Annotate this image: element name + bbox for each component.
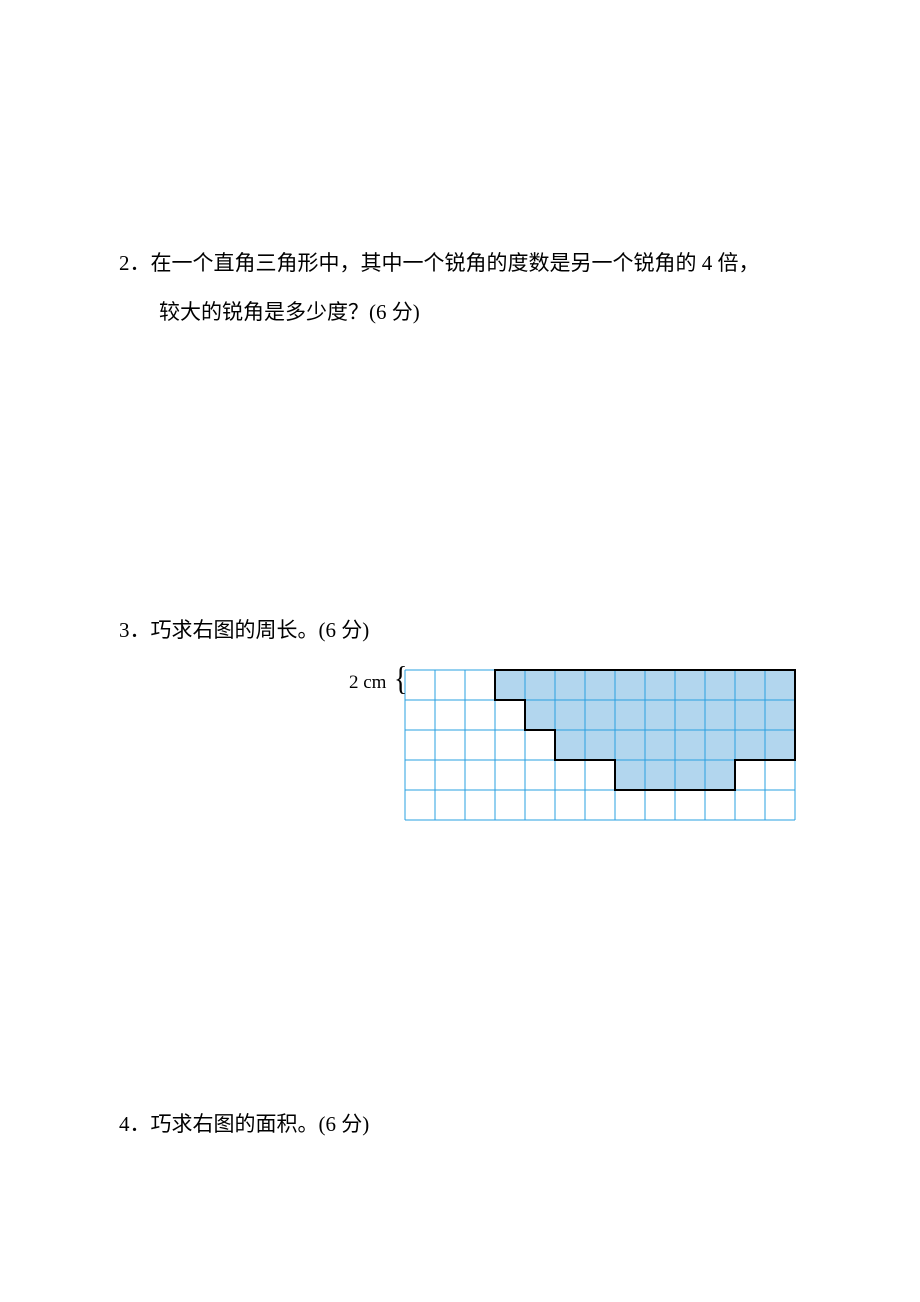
question-3: 3．巧求右图的周长。(6 分) — [119, 614, 369, 644]
question-2-line-2: 较大的锐角是多少度？(6 分) — [159, 296, 760, 326]
grid-shape-diagram — [404, 669, 796, 821]
question-3-text: 巧求右图的周长。(6 分) — [151, 614, 370, 644]
q3-figure: 2 cm { — [404, 669, 796, 821]
question-4-number: 4． — [119, 1108, 151, 1138]
question-2-line-1: 2．在一个直角三角形中，其中一个锐角的度数是另一个锐角的 4 倍， — [119, 247, 760, 277]
brace-icon: { — [394, 661, 407, 699]
cell-size-label: 2 cm — [349, 672, 386, 694]
question-2-text-1: 在一个直角三角形中，其中一个锐角的度数是另一个锐角的 4 倍， — [151, 247, 760, 277]
question-4-line: 4．巧求右图的面积。(6 分) — [119, 1108, 369, 1138]
question-4-text: 巧求右图的面积。(6 分) — [151, 1108, 370, 1138]
question-3-number: 3． — [119, 614, 151, 644]
question-2-text-2: 较大的锐角是多少度？(6 分) — [159, 300, 420, 324]
question-3-line: 3．巧求右图的周长。(6 分) — [119, 614, 369, 644]
question-2: 2．在一个直角三角形中，其中一个锐角的度数是另一个锐角的 4 倍， 较大的锐角是… — [119, 247, 760, 326]
question-4: 4．巧求右图的面积。(6 分) — [119, 1108, 369, 1138]
question-2-number: 2． — [119, 247, 151, 277]
